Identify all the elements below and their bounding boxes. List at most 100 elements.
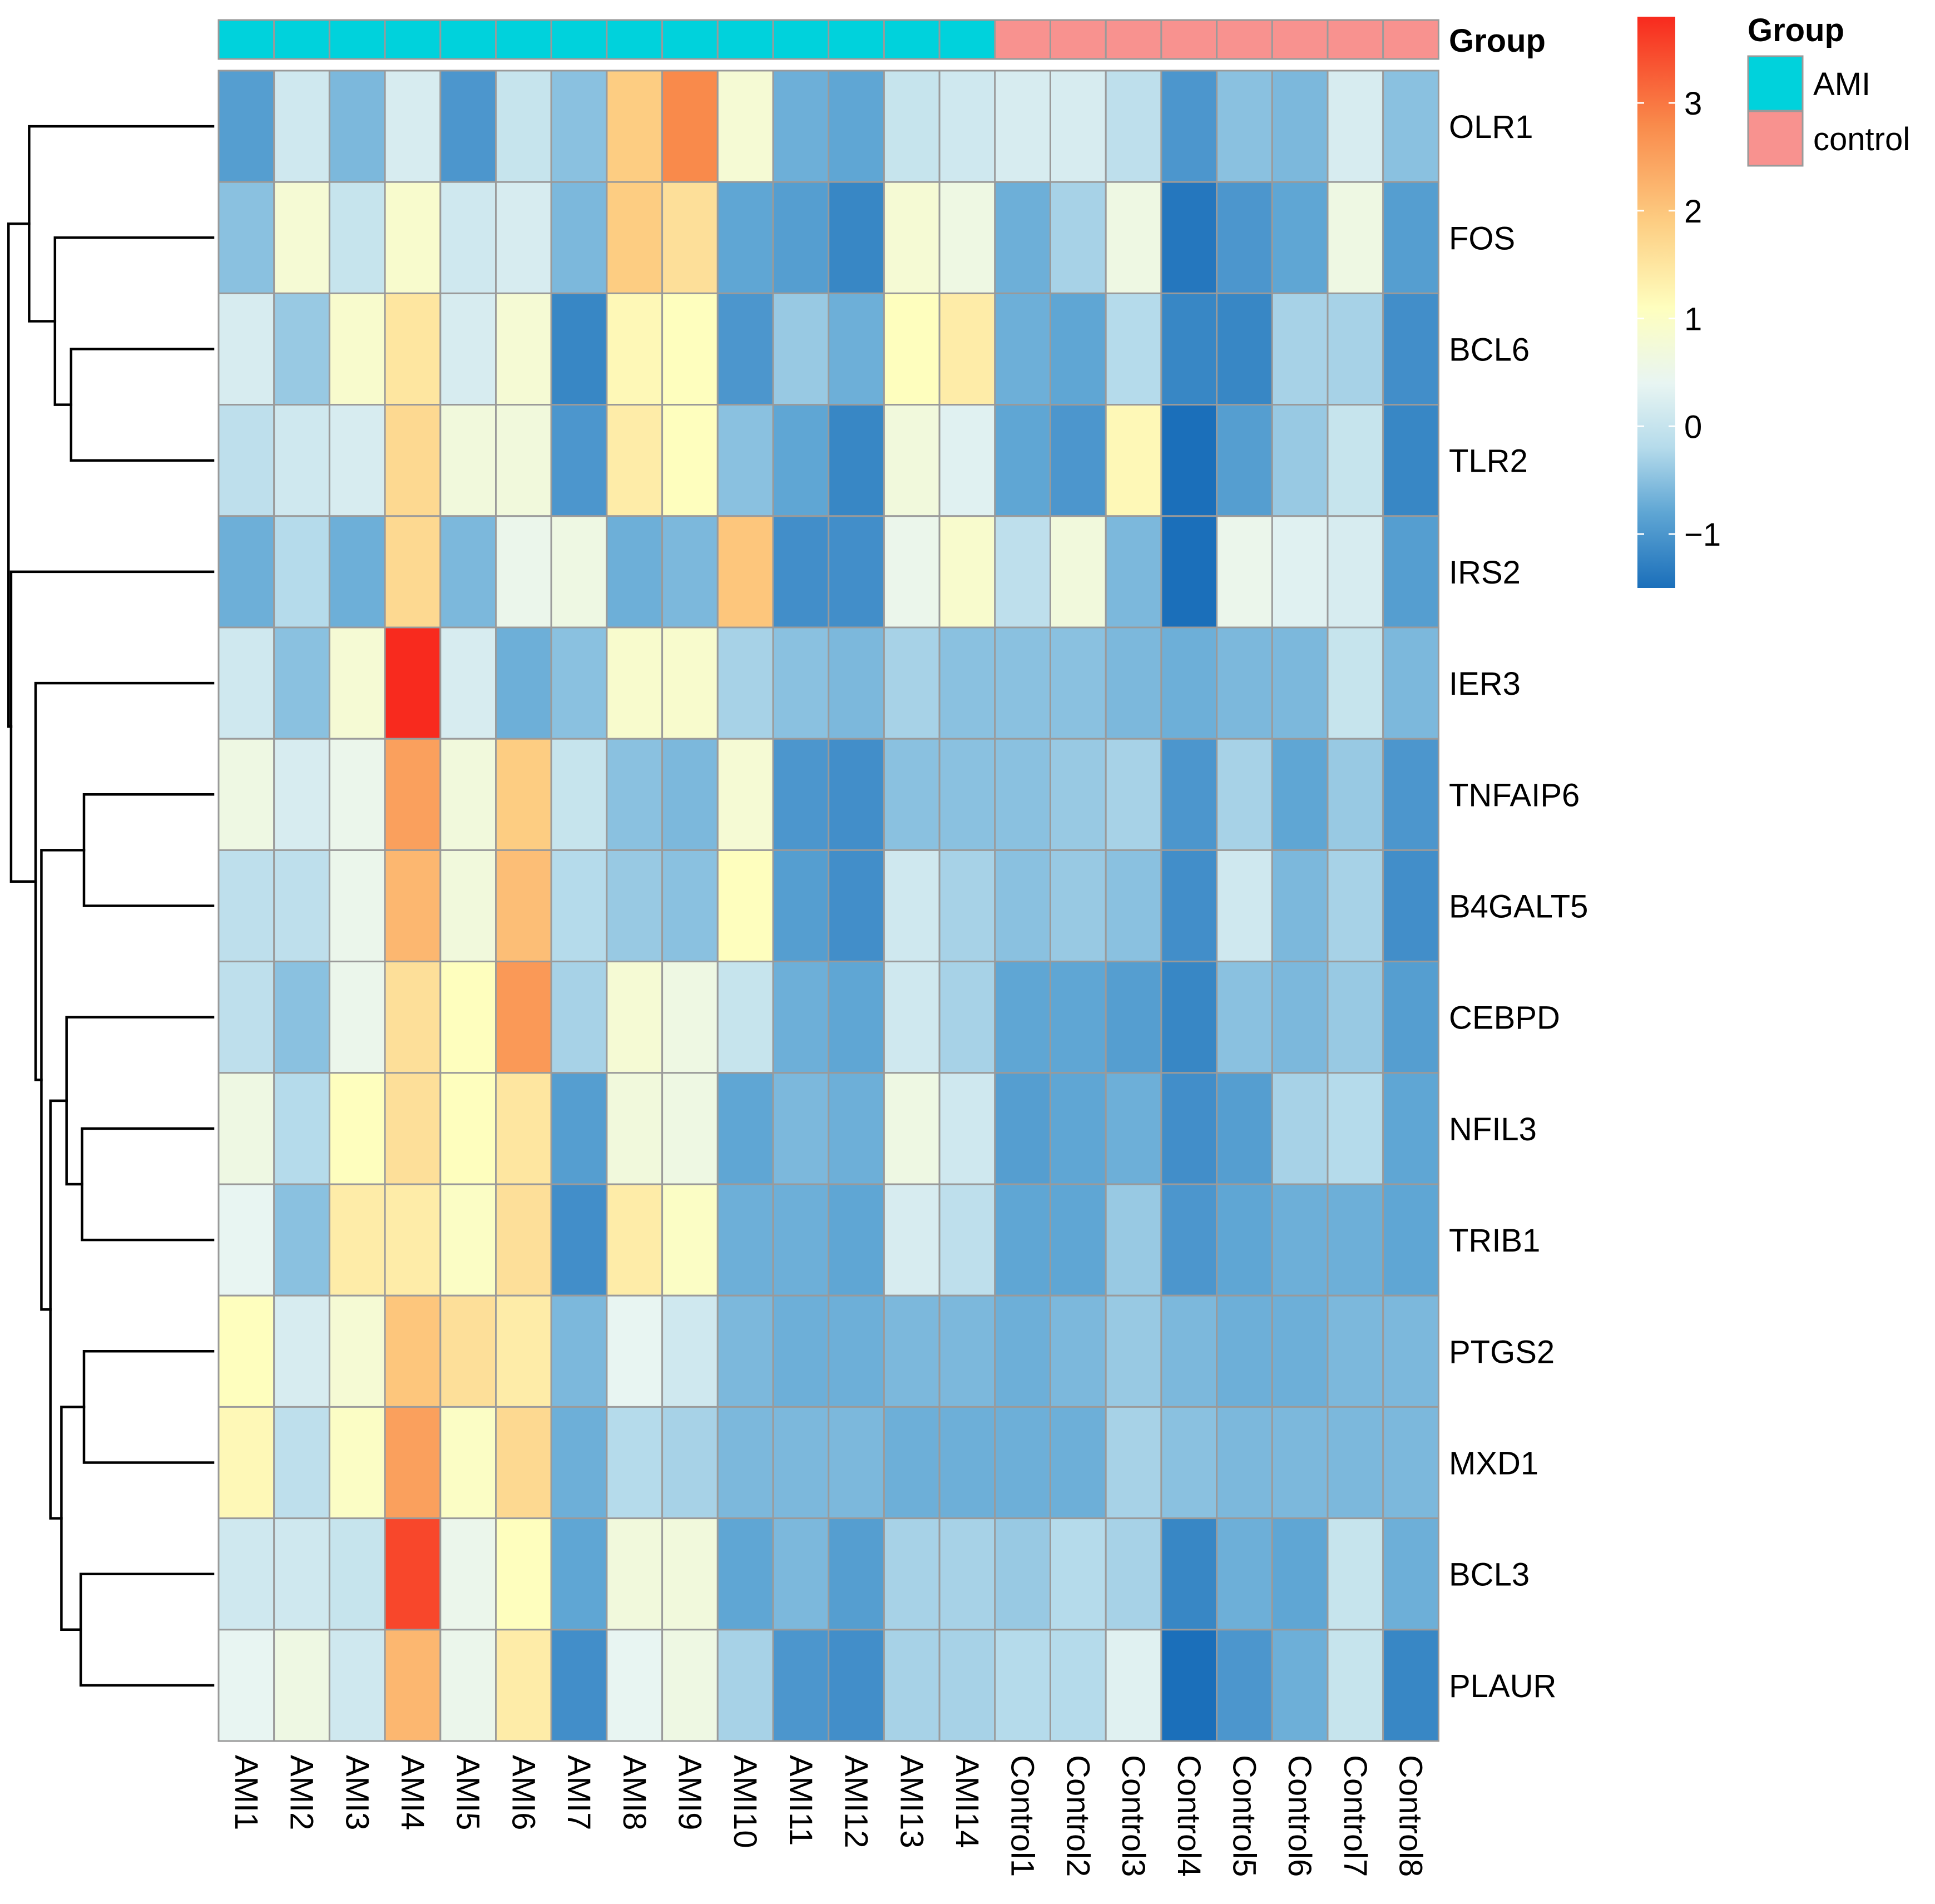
- heatmap-cell: [1216, 1629, 1273, 1742]
- heatmap-cell: [495, 1629, 552, 1742]
- heatmap-cell: [1382, 738, 1439, 851]
- heatmap-cell: [328, 1629, 386, 1742]
- column-label: Control2: [1060, 1755, 1096, 1877]
- heatmap-cell: [1160, 1294, 1218, 1408]
- heatmap-cell: [384, 961, 442, 1074]
- heatmap-cell: [217, 181, 275, 294]
- heatmap-cell: [606, 515, 664, 629]
- heatmap-cell: [439, 70, 497, 183]
- heatmap-cell: [1271, 181, 1329, 294]
- heatmap-cell: [1050, 1072, 1107, 1185]
- heatmap-cell: [1271, 515, 1329, 629]
- heatmap-cell: [606, 849, 664, 963]
- heatmap-cell: [828, 626, 885, 740]
- heatmap-cell: [273, 961, 330, 1074]
- heatmap-cell: [550, 1517, 608, 1631]
- heatmap-cell: [772, 1294, 830, 1408]
- heatmap-cell: [1382, 1629, 1439, 1742]
- heatmap-cell: [1105, 1517, 1162, 1631]
- heatmap-cell: [1382, 292, 1439, 406]
- column-label: AMI7: [561, 1755, 597, 1830]
- row-label: TLR2: [1449, 443, 1528, 479]
- heatmap-cell: [1327, 1183, 1384, 1297]
- heatmap-cell: [772, 515, 830, 629]
- heatmap-cell: [994, 515, 1052, 629]
- heatmap-cell: [883, 1629, 941, 1742]
- heatmap-cell: [495, 515, 552, 629]
- heatmap-cell: [384, 849, 442, 963]
- heatmap-cell: [550, 515, 608, 629]
- heatmap-cell: [606, 181, 664, 294]
- row-label: OLR1: [1449, 109, 1533, 145]
- heatmap-cell: [439, 1183, 497, 1297]
- heatmap-cell: [384, 1072, 442, 1185]
- heatmap-cell: [550, 626, 608, 740]
- heatmap-cell: [661, 181, 719, 294]
- heatmap-cell: [716, 292, 774, 406]
- heatmap-cell: [495, 738, 552, 851]
- heatmap-cell: [1327, 961, 1384, 1074]
- heatmap-cell: [217, 70, 275, 183]
- heatmap-cell: [217, 404, 275, 517]
- group-annotation-cell: [273, 19, 330, 60]
- heatmap-cell: [273, 1517, 330, 1631]
- heatmap-cell: [1271, 961, 1329, 1074]
- heatmap-cell: [384, 515, 442, 629]
- heatmap-cell: [1327, 515, 1384, 629]
- heatmap-cell: [994, 292, 1052, 406]
- heatmap-cell: [384, 626, 442, 740]
- heatmap-cell: [495, 1294, 552, 1408]
- heatmap-cell: [1105, 961, 1162, 1074]
- heatmap-cell: [938, 1072, 996, 1185]
- heatmap-cell: [883, 515, 941, 629]
- column-label: AMI4: [394, 1755, 430, 1830]
- row-label: BCL3: [1449, 1557, 1530, 1593]
- heatmap-cell: [883, 961, 941, 1074]
- heatmap-cell: [217, 1406, 275, 1520]
- heatmap-cell: [883, 70, 941, 183]
- heatmap-cell: [273, 515, 330, 629]
- group-annotation-cell: [606, 19, 664, 60]
- heatmap-cell: [217, 626, 275, 740]
- column-label: AMI3: [339, 1755, 375, 1830]
- column-label: Control7: [1337, 1755, 1373, 1877]
- heatmap-cell: [550, 849, 608, 963]
- heatmap-cell: [606, 1406, 664, 1520]
- heatmap-cell: [1050, 626, 1107, 740]
- heatmap-cell: [1271, 849, 1329, 963]
- heatmap-cell: [828, 1629, 885, 1742]
- heatmap-cell: [328, 626, 386, 740]
- heatmap-cell: [1327, 1294, 1384, 1408]
- heatmap-cell: [495, 849, 552, 963]
- heatmap-cell: [1160, 961, 1218, 1074]
- heatmap-cell: [828, 738, 885, 851]
- heatmap-cell: [217, 515, 275, 629]
- group-annotation-cell: [1327, 19, 1384, 60]
- heatmap-cell: [772, 70, 830, 183]
- heatmap-cell: [550, 1294, 608, 1408]
- heatmap-cell: [828, 292, 885, 406]
- heatmap-cell: [217, 1183, 275, 1297]
- heatmap-cell: [1271, 1629, 1329, 1742]
- row-label: PLAUR: [1449, 1668, 1556, 1704]
- heatmap-cell: [938, 292, 996, 406]
- column-label: AMI14: [949, 1755, 985, 1848]
- heatmap-cell: [1105, 1072, 1162, 1185]
- heatmap-cell: [661, 515, 719, 629]
- heatmap-cell: [772, 961, 830, 1074]
- heatmap-cell: [772, 626, 830, 740]
- heatmap-cell: [1105, 181, 1162, 294]
- heatmap-cell: [273, 1294, 330, 1408]
- group-annotation-bar: [217, 19, 1439, 60]
- heatmap-cell: [661, 849, 719, 963]
- group-annotation-cell: [384, 19, 442, 60]
- heatmap-cell: [606, 1517, 664, 1631]
- row-labels: OLR1 FOS BCL6 TLR2 IRS2 IER3 TNFAIP6 B4GALT5 CEB…: [1449, 109, 1588, 1704]
- heatmap-cell: [716, 961, 774, 1074]
- dendrogram-link: [82, 793, 215, 907]
- heatmap-cell: [716, 1183, 774, 1297]
- heatmap-cell: [217, 849, 275, 963]
- heatmap-cell: [1382, 1406, 1439, 1520]
- heatmap-cell: [1216, 1406, 1273, 1520]
- row-label: IER3: [1449, 666, 1521, 702]
